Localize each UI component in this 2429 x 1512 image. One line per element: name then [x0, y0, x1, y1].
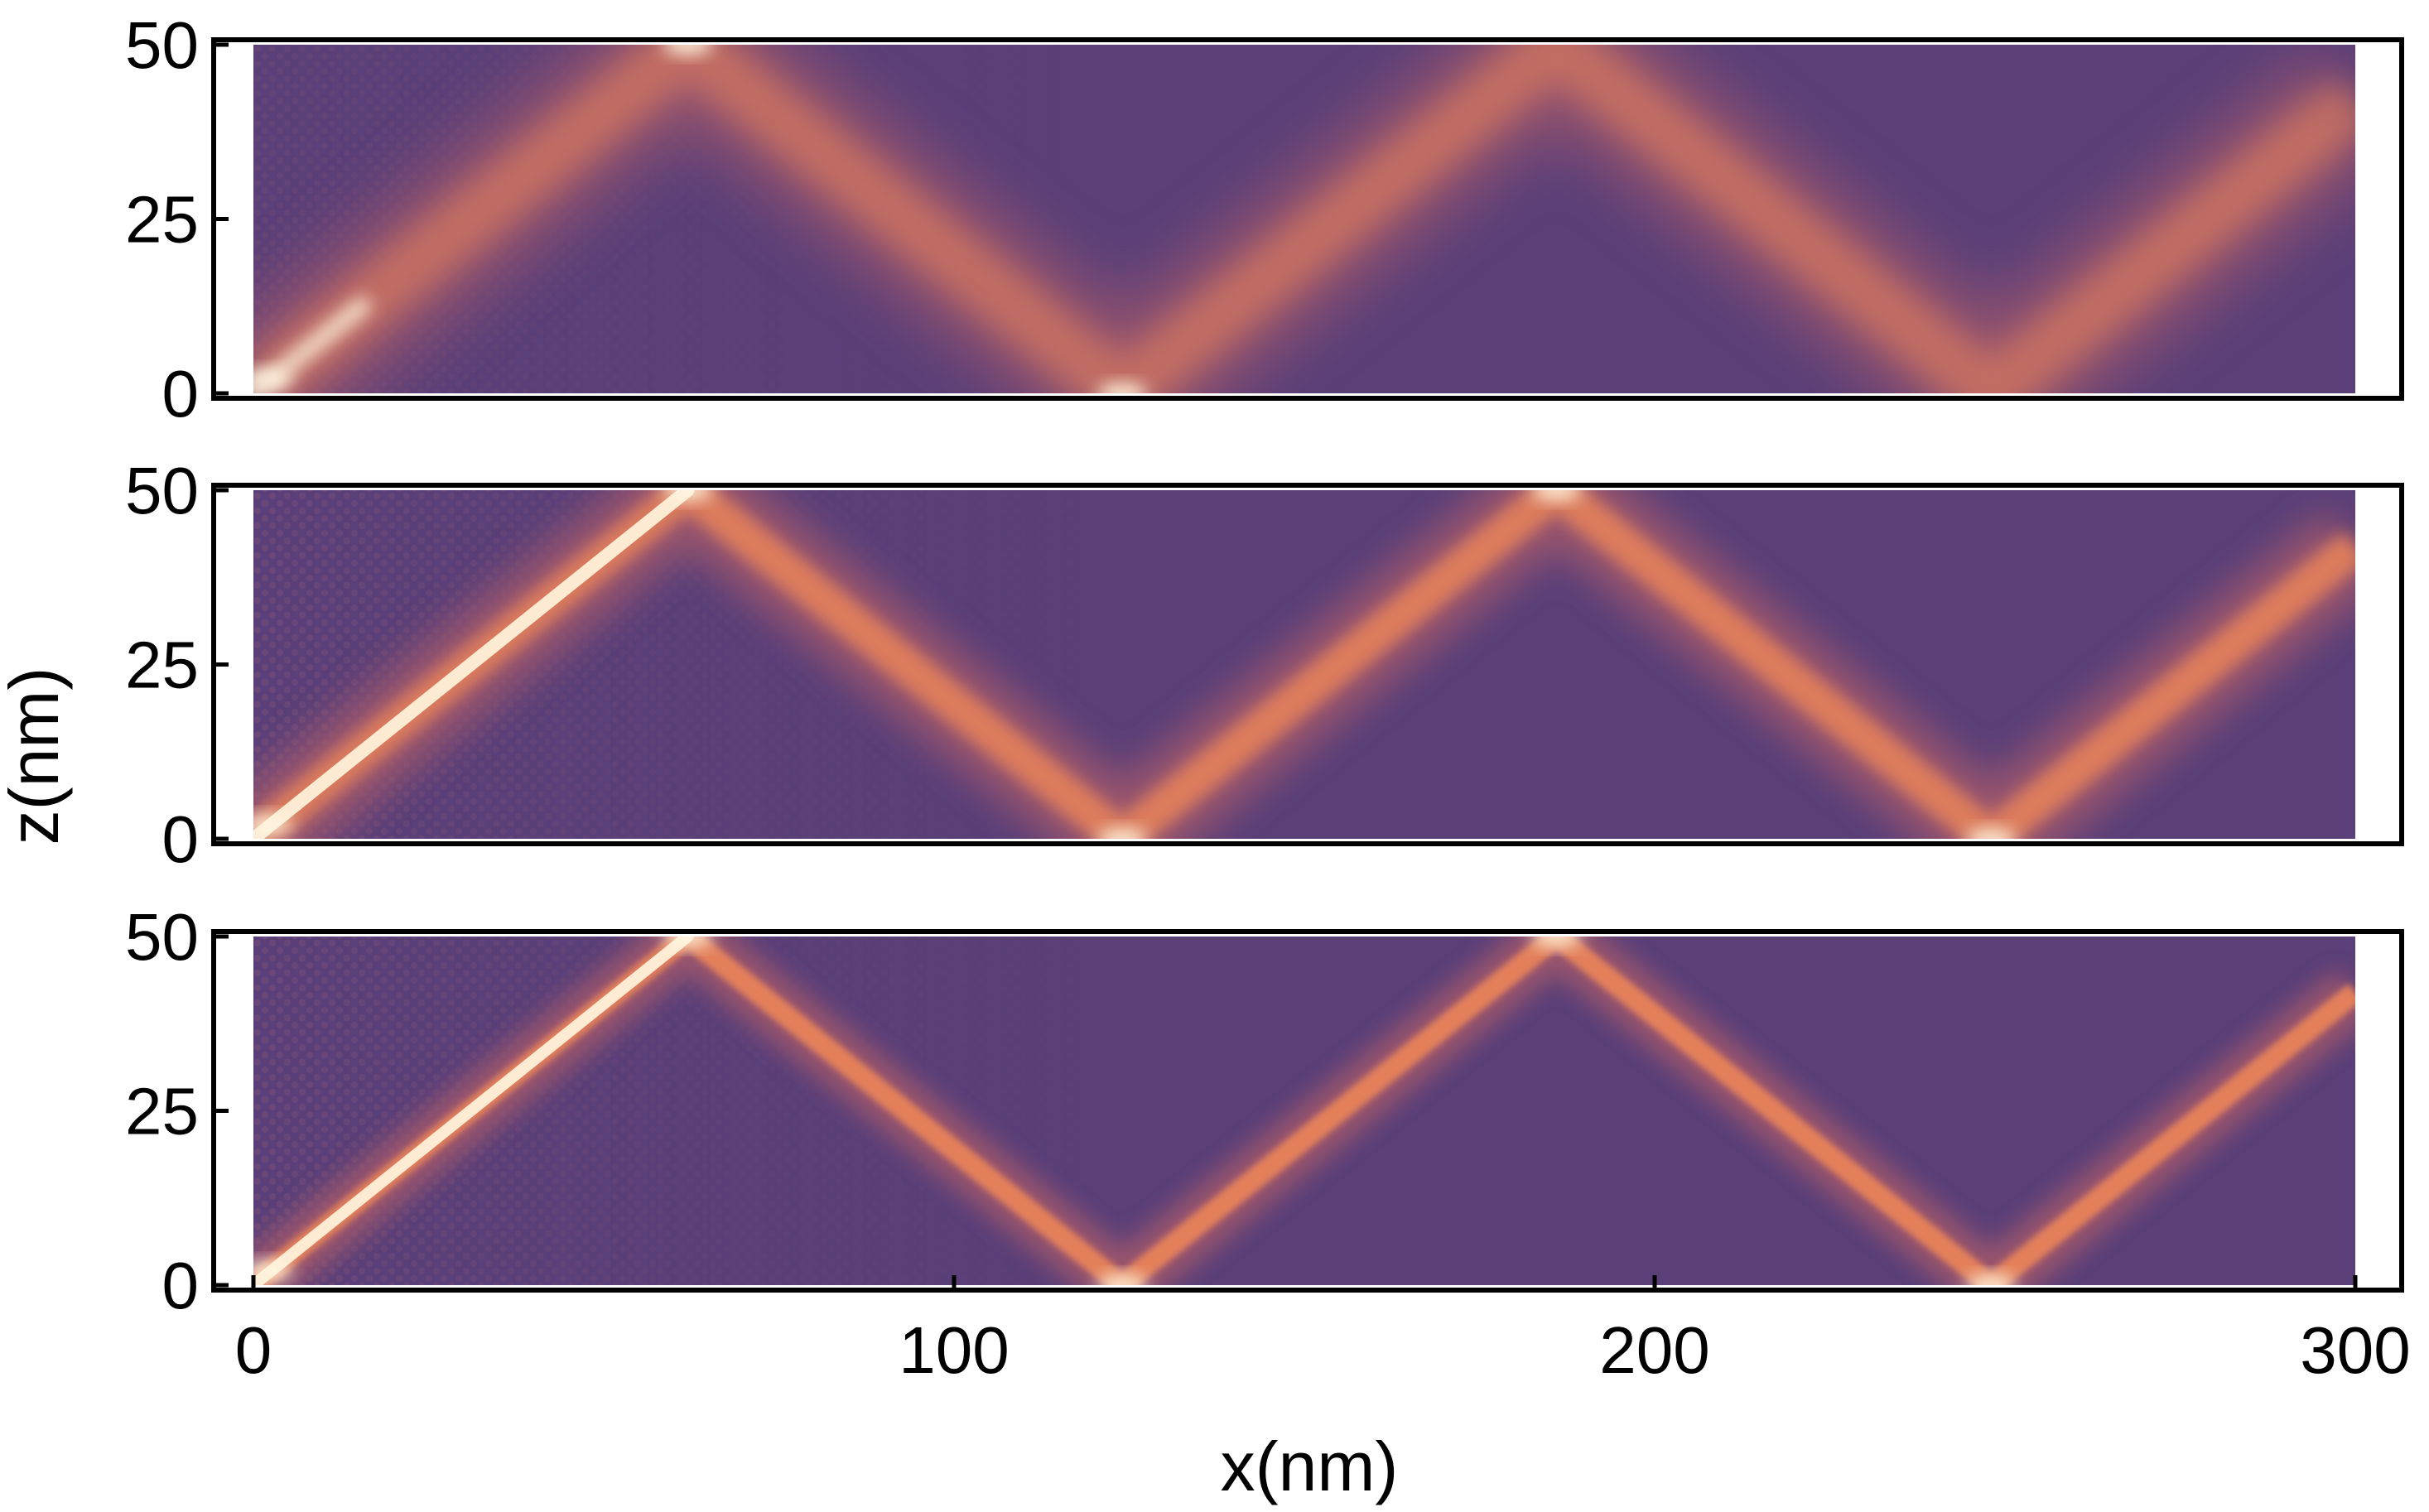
x-axis-label: x(nm) [1221, 1428, 1399, 1505]
reflection-spot [1966, 1275, 2017, 1285]
y-tick-label: 25 [125, 1075, 199, 1148]
x-tick-label: 300 [2300, 1313, 2410, 1387]
reflection-spot [663, 490, 713, 500]
reflection-spot [253, 1261, 292, 1282]
panel-bottom: 0 25 50 [125, 900, 2404, 1322]
y-tick-label: 0 [162, 357, 200, 431]
y-tick-label: 50 [125, 900, 199, 974]
reflection-spot [1531, 490, 1582, 500]
panels: 0 25 50 0 25 50 0 25 50 [125, 8, 2404, 1322]
reflection-spot [1097, 1275, 1148, 1285]
y-axis-label: z(nm) [0, 667, 73, 845]
y-tick-label: 50 [125, 454, 199, 527]
y-tick-label: 0 [162, 1249, 200, 1322]
reflection-spot [1966, 829, 2017, 839]
beam-path [253, 45, 2355, 393]
reflection-spot [663, 45, 713, 55]
y-tick-label: 50 [125, 8, 199, 82]
reflection-spot [1097, 829, 1148, 839]
beam-core [253, 937, 694, 1285]
beam-core [253, 490, 695, 839]
x-tick-label: 200 [1599, 1313, 1709, 1387]
reflection-spot [253, 369, 292, 390]
x-tick-label: 0 [235, 1313, 272, 1387]
y-tick-label: 25 [125, 628, 199, 702]
panel-top: 0 25 50 [125, 8, 2404, 431]
reflection-spot [1531, 937, 1582, 946]
panel-middle: 0 25 50 [125, 454, 2404, 876]
reflection-spot [663, 937, 713, 946]
reflection-spot [1097, 383, 1148, 393]
y-tick-label: 25 [125, 183, 199, 257]
x-tick-label: 100 [899, 1313, 1009, 1387]
x-axis: 0 100 200 300 [235, 1275, 2411, 1387]
y-tick-label: 0 [162, 802, 200, 876]
reflection-spot [253, 815, 292, 835]
